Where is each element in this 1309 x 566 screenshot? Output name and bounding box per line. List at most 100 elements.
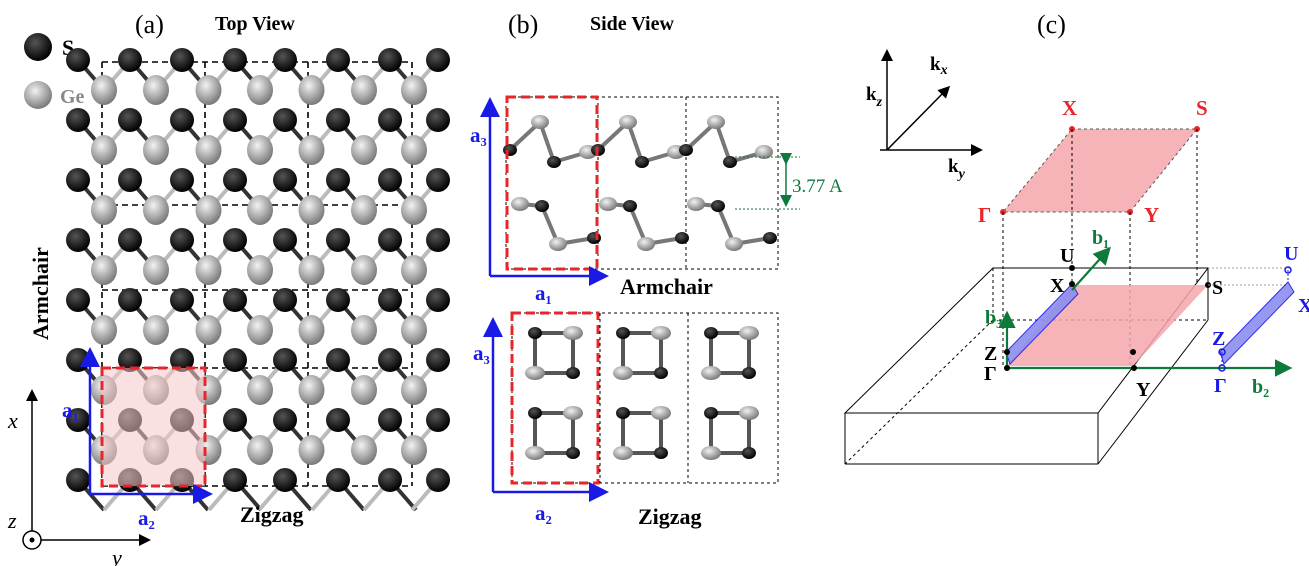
s-atom <box>170 348 194 372</box>
s-atom <box>118 348 142 372</box>
side-s-atom <box>503 144 517 156</box>
a1-label: a₁ <box>62 398 79 422</box>
s-atom <box>170 228 194 252</box>
side-ge-atom <box>651 326 671 340</box>
s-atom <box>223 228 247 252</box>
kx-axis <box>886 85 951 151</box>
side-s-atom <box>704 327 718 339</box>
side-ge-atom <box>687 197 705 211</box>
bz-label-s: S <box>1212 277 1223 299</box>
ky-label: ky <box>948 156 966 182</box>
top-label-s: S <box>1196 96 1208 120</box>
side-s-atom <box>763 232 777 244</box>
ge-atom <box>351 75 377 105</box>
side-label-x: X <box>1298 295 1309 317</box>
s-atom <box>223 468 247 492</box>
s-atom <box>118 48 142 72</box>
legend-ge-ball <box>24 81 52 109</box>
side-s-atom <box>654 447 668 459</box>
ge-atom <box>143 315 169 345</box>
side-zigzag-unit-cell <box>510 311 600 485</box>
s-atom <box>426 168 450 192</box>
brillouin-box <box>843 267 1210 465</box>
ge-atom <box>401 135 427 165</box>
s-atom <box>326 288 350 312</box>
bz-label-y: Y <box>1136 379 1151 401</box>
ge-atom <box>195 135 222 165</box>
side-ge-atom <box>739 406 759 420</box>
ge-atom <box>195 315 222 345</box>
ge-atom <box>91 315 117 345</box>
b1-label: b₁ <box>1092 227 1109 249</box>
ge-atom <box>351 195 377 225</box>
ge-atom <box>143 135 169 165</box>
side-a1-label: a₁ <box>535 281 552 305</box>
side-ge-atom <box>525 366 545 380</box>
box-hidden-edges <box>844 268 1208 465</box>
ge-atom <box>143 255 169 285</box>
side-s-atom <box>635 156 649 168</box>
bz-points <box>1004 265 1211 371</box>
s-atom <box>273 348 297 372</box>
ge-atom <box>298 315 325 345</box>
s-atom <box>66 48 90 72</box>
legend-ge-label: Ge <box>60 86 85 108</box>
unit-cell-outline <box>100 366 207 488</box>
s-atom <box>326 348 350 372</box>
a2-label: a₂ <box>138 506 155 530</box>
ge-atom <box>401 435 427 465</box>
ge-atom <box>195 195 222 225</box>
side-a3-label: a₃ <box>470 123 487 147</box>
s-atom <box>326 48 350 72</box>
ge-atom <box>195 75 222 105</box>
ge-atom <box>247 255 273 285</box>
s-atom <box>326 168 350 192</box>
s-atom <box>326 108 350 132</box>
s-atom <box>273 108 297 132</box>
s-atom <box>273 168 297 192</box>
side-ge-atom <box>701 366 721 380</box>
s-atom <box>378 168 402 192</box>
ge-atom <box>247 435 273 465</box>
side-ge-atom <box>651 406 671 420</box>
s-atom <box>326 468 350 492</box>
panel-c: (c) kz kx ky X S Γ Y <box>843 10 1309 465</box>
b2-label: b₂ <box>1252 376 1269 398</box>
ge-atom <box>91 255 117 285</box>
s-atom <box>273 228 297 252</box>
panel-b-tag: (b) <box>508 10 538 39</box>
ge-atom <box>247 135 273 165</box>
ge-atom <box>298 75 325 105</box>
ge-atom <box>351 315 377 345</box>
s-atom <box>170 168 194 192</box>
spacing-label: 3.77 A <box>792 176 843 197</box>
armchair-label: Armchair <box>28 247 53 340</box>
s-atom <box>426 348 450 372</box>
bz-label-u: U <box>1060 245 1074 267</box>
s-atom <box>426 408 450 432</box>
ge-atom <box>143 195 169 225</box>
s-atom <box>273 408 297 432</box>
s-atom <box>118 228 142 252</box>
s-atom <box>66 348 90 372</box>
s-atom <box>326 228 350 252</box>
side-zigzag-cells <box>511 312 779 484</box>
ge-atom <box>91 135 117 165</box>
side-s-atom <box>742 367 756 379</box>
side-ge-atom <box>619 115 637 129</box>
b3-label: b₃ <box>985 307 1002 329</box>
unit-cell-highlight <box>102 368 205 486</box>
top-label-y: Y <box>1144 203 1159 227</box>
side-ge-atom <box>613 366 633 380</box>
s-atom <box>223 408 247 432</box>
side-point-z <box>1218 348 1226 356</box>
side-s-atom <box>679 144 693 156</box>
kz-label: kz <box>866 84 883 110</box>
side-s-atom <box>675 232 689 244</box>
side-label-z: Z <box>1212 328 1225 350</box>
ge-atom <box>91 195 117 225</box>
s-atom <box>273 468 297 492</box>
armchair-side-atoms <box>503 115 777 251</box>
s-atom <box>378 468 402 492</box>
